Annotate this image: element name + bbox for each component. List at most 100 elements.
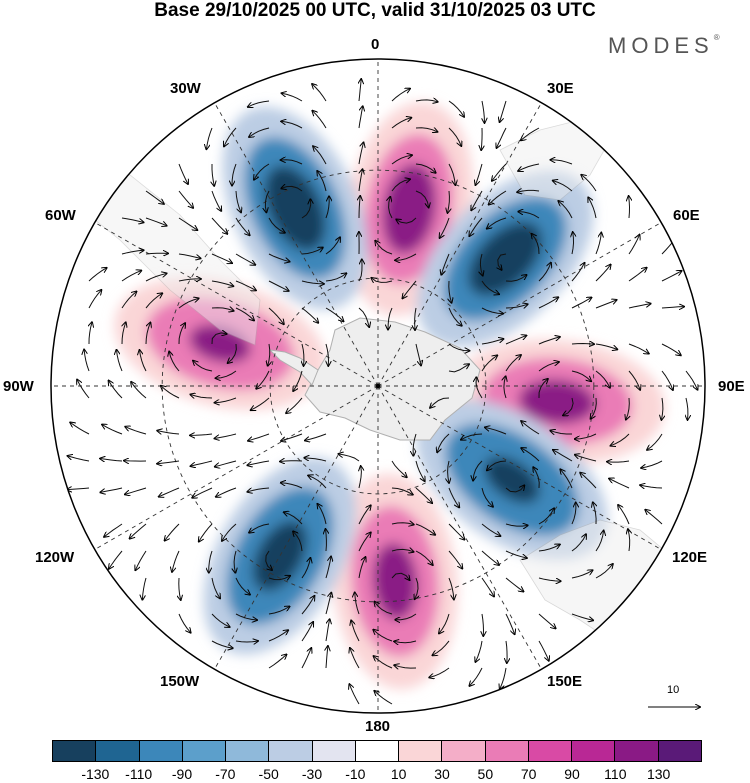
wind-arrow [232, 163, 237, 186]
wind-arrow [234, 550, 236, 573]
wind-arrow [628, 235, 640, 255]
wind-arrow [391, 460, 407, 477]
wind-arrow [505, 613, 515, 634]
wind-arrow [222, 523, 237, 541]
lon-label-60w: 60W [45, 207, 76, 224]
wind-arrow [248, 433, 270, 441]
colorbar-cell [95, 741, 139, 761]
wind-arrow [661, 307, 684, 308]
wind-arrow [373, 630, 393, 642]
meridian-line [377, 385, 662, 550]
wind-arrow [440, 217, 450, 238]
wind-arrow [626, 397, 629, 420]
lon-label-150e: 150E [547, 673, 583, 690]
wind-arrow [135, 550, 147, 570]
wind-arrow [628, 343, 649, 354]
wind-arrow [538, 508, 554, 525]
wind-arrow [211, 190, 221, 211]
wind-arrow [481, 550, 499, 565]
wind-arrow [235, 577, 250, 595]
wind-arrow [77, 380, 90, 399]
colorbar-tick-label: 90 [564, 766, 580, 782]
wind-arrow [640, 485, 663, 488]
wind-arrow [595, 343, 617, 349]
wind-arrow [448, 364, 469, 373]
wind-arrow [391, 118, 411, 129]
wind-arrow [505, 355, 521, 372]
wind-arrow [121, 250, 144, 255]
wind-arrow [281, 186, 303, 192]
registered-mark: ® [713, 33, 720, 42]
wind-arrow [580, 473, 597, 489]
wind-arrow [178, 613, 191, 633]
wind-arrow [487, 460, 507, 470]
wind-arrow [685, 370, 698, 390]
wind-arrow [538, 263, 551, 282]
wind-arrow [169, 352, 180, 372]
wind-arrow [142, 577, 147, 600]
wind-arrow [558, 201, 573, 219]
lon-label-30w: 30W [170, 80, 201, 97]
wind-arrow [448, 163, 455, 185]
wind-arrow [326, 529, 327, 552]
colorbar-tick-label: 110 [604, 766, 627, 782]
wind-arrow [482, 613, 484, 636]
lon-label-120e: 120E [672, 549, 708, 566]
wind-arrow [505, 524, 528, 526]
wind-arrow [350, 648, 360, 669]
wind-arrow [647, 433, 663, 450]
wind-arrow [481, 127, 482, 150]
wind-arrow [505, 336, 526, 345]
wind-arrow [317, 171, 327, 192]
wind-arrow [430, 397, 450, 408]
wind-arrow [359, 196, 360, 219]
wind-arrow [301, 199, 311, 219]
wind-arrow [358, 169, 363, 192]
colorbar-cell [527, 741, 572, 761]
wind-arrow [441, 253, 450, 275]
wind-arrow [389, 197, 393, 219]
wind-arrow [312, 111, 327, 129]
wind-arrow [358, 106, 363, 129]
lon-label-90w: 90W [3, 378, 34, 395]
wind-arrow [661, 370, 673, 390]
wind-arrow [611, 433, 630, 446]
wind-arrow [211, 613, 230, 627]
wind-arrow [326, 343, 329, 366]
wind-arrow [301, 648, 311, 669]
wind-arrow [645, 510, 663, 525]
wind-arrow [628, 304, 651, 309]
wind-arrow [325, 557, 331, 579]
wind-arrow [280, 461, 303, 462]
wind-arrow [251, 397, 270, 410]
wind-arrow [178, 253, 201, 258]
wind-arrow [178, 190, 193, 208]
colorbar [52, 740, 702, 762]
wind-arrow [391, 549, 414, 551]
wind-arrow [235, 217, 250, 235]
wind-arrow [686, 397, 688, 420]
wind-arrow [281, 121, 303, 129]
wind-arrow [313, 146, 327, 165]
lon-label-150w: 150W [160, 673, 200, 690]
positive-anomaly-contour [372, 543, 418, 620]
wind-arrow [375, 241, 393, 255]
wind-arrow [358, 533, 371, 552]
wind-arrow [248, 100, 270, 107]
wind-arrow [301, 307, 318, 323]
wind-arrow [374, 656, 393, 669]
wind-arrow [521, 127, 540, 140]
wind-arrow [157, 431, 180, 434]
wind-arrow [305, 433, 327, 441]
wind-arrow [84, 350, 90, 372]
wind-arrow [560, 469, 573, 489]
wind-arrow [481, 487, 493, 507]
wind-arrow [391, 523, 414, 525]
wind-arrow [506, 640, 507, 663]
wind-arrow [145, 217, 167, 226]
wind-arrow [190, 395, 213, 399]
wind-arrow [325, 619, 330, 642]
wind-arrow [374, 691, 393, 705]
wind-arrow [89, 322, 92, 345]
wind-arrow [268, 307, 284, 324]
